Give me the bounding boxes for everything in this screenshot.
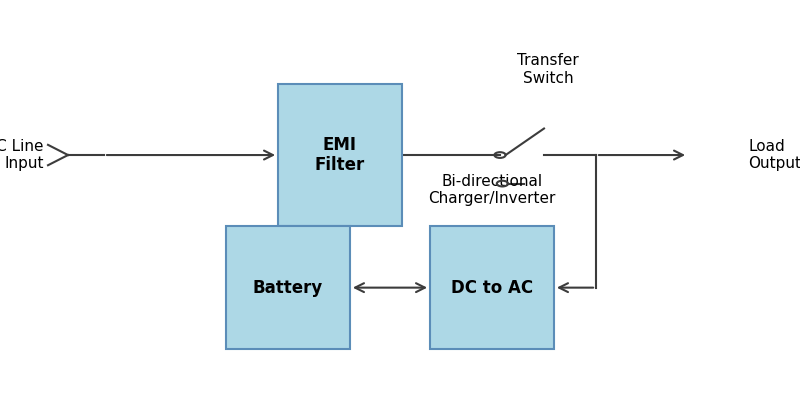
Text: Transfer
Switch: Transfer Switch <box>517 53 579 86</box>
Text: DC to AC: DC to AC <box>451 279 533 297</box>
FancyBboxPatch shape <box>226 226 350 349</box>
Text: Load
Output: Load Output <box>748 139 800 171</box>
FancyBboxPatch shape <box>278 84 402 226</box>
Text: EMI
Filter: EMI Filter <box>315 135 365 175</box>
Text: AC Line
Input: AC Line Input <box>0 139 44 171</box>
Text: Battery: Battery <box>253 279 323 297</box>
Text: Bi-directional
Charger/Inverter: Bi-directional Charger/Inverter <box>428 173 556 206</box>
FancyBboxPatch shape <box>430 226 554 349</box>
